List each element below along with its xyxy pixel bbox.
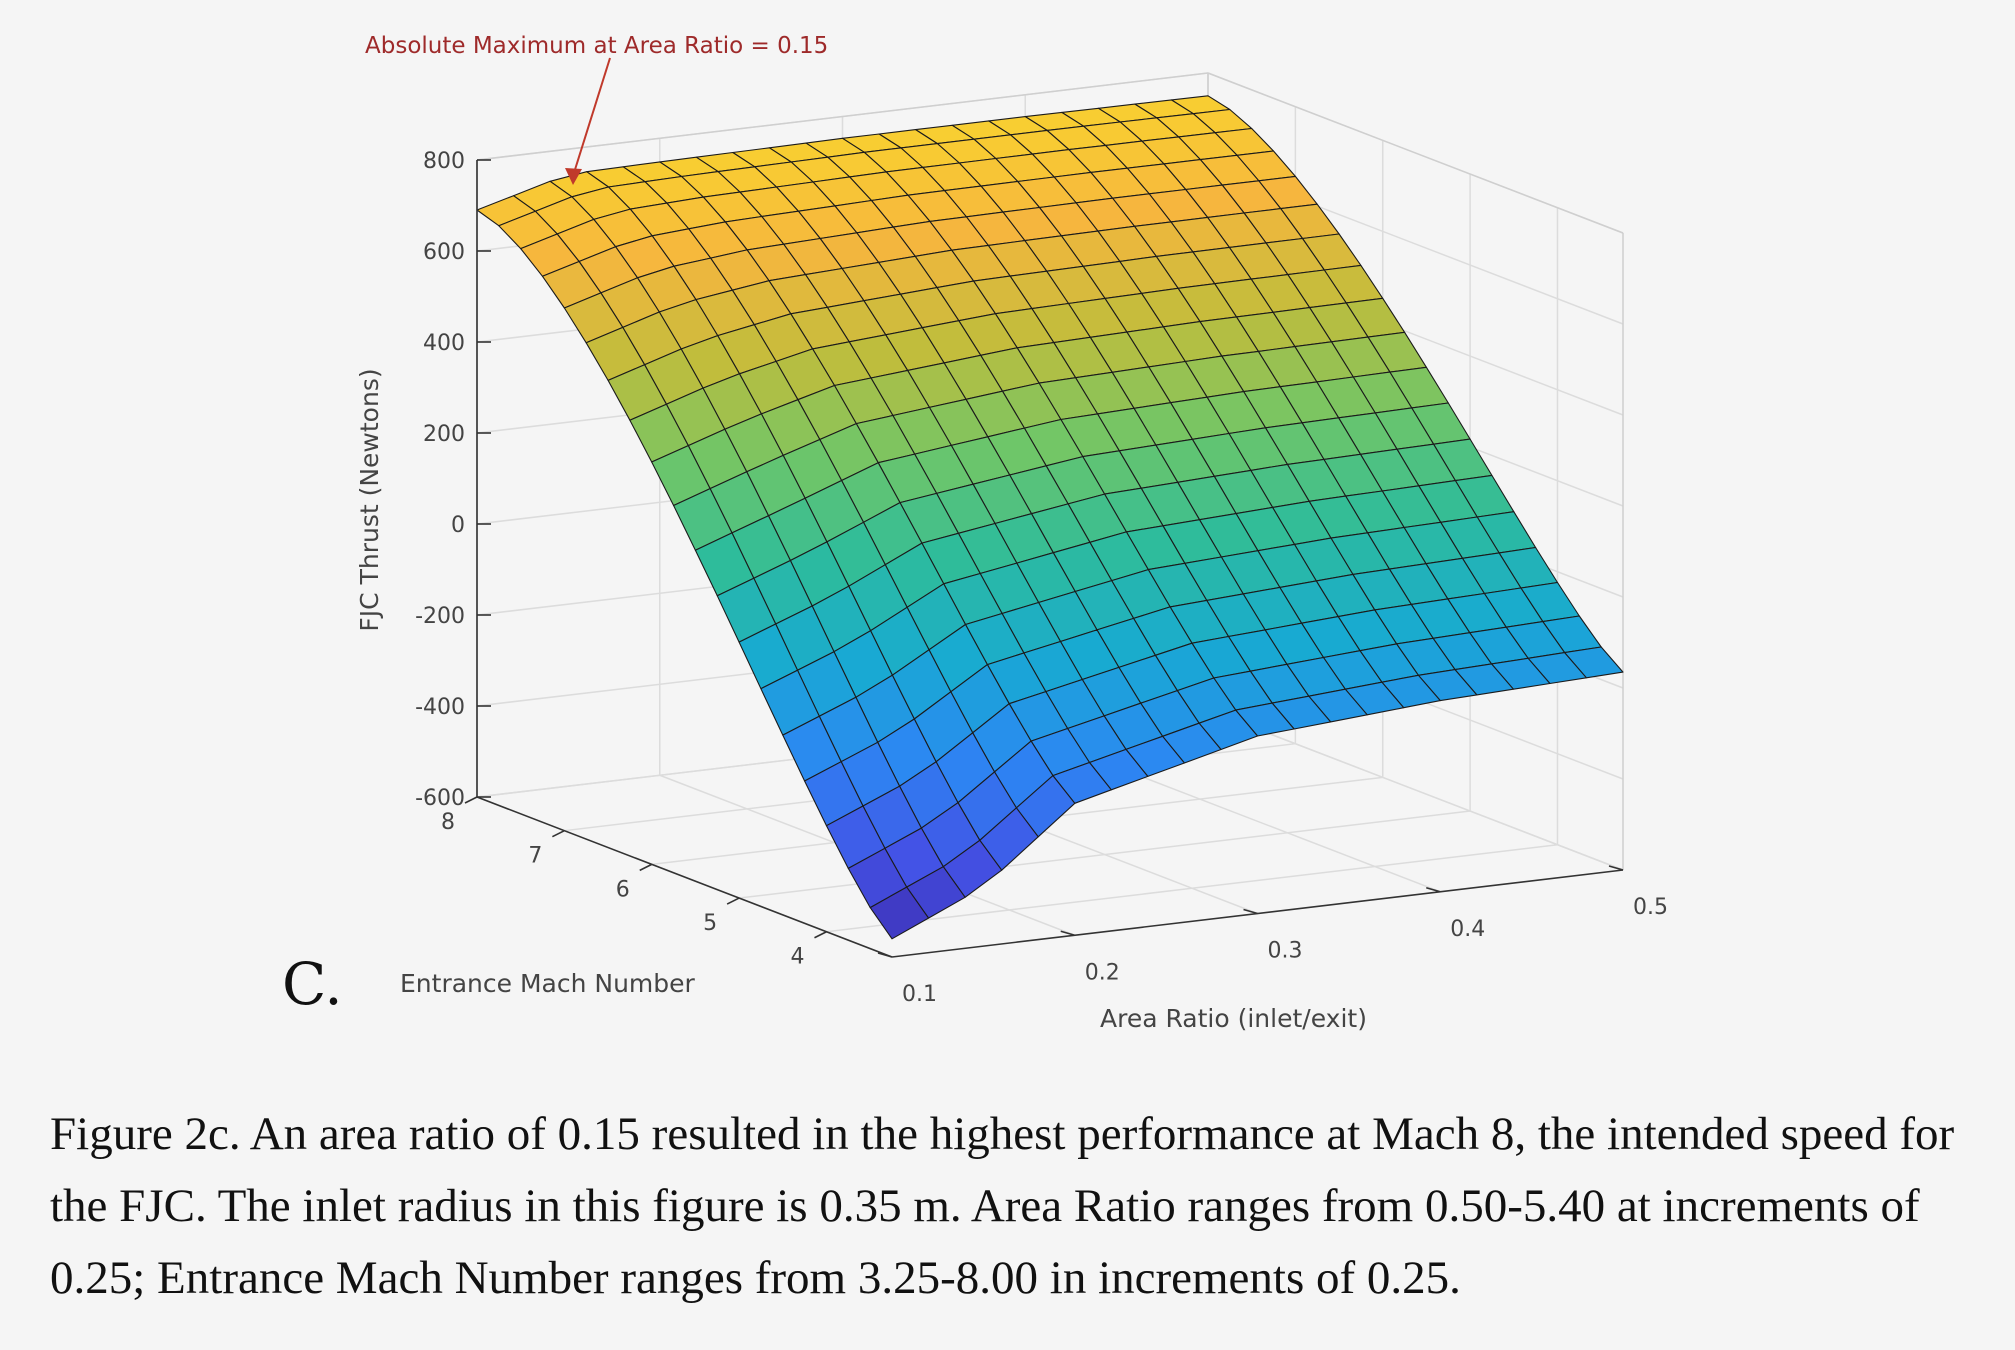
x-tick-label: 0.1 [902,982,937,1007]
annotation-text: Absolute Maximum at Area Ratio = 0.15 [365,33,828,59]
z-tick-label: -200 [415,604,465,629]
z-tick-label: 400 [423,331,465,356]
annotation-arrow-head [565,168,582,185]
y-tick-label: 8 [441,810,455,835]
z-axis-label: FJC Thrust (Newtons) [355,368,384,631]
z-tick-label: 200 [423,422,465,447]
y-tick-label: 7 [528,844,542,869]
annotation-group: Absolute Maximum at Area Ratio = 0.15 [365,33,828,185]
x-tick [1426,886,1441,893]
y-tick-label: 6 [616,877,630,902]
grid-line [476,72,1209,161]
z-tick-label: -600 [415,786,465,811]
x-tick [1243,908,1258,915]
x-tick-label: 0.4 [1450,917,1485,942]
surface-mesh [476,95,1624,940]
y-tick [552,829,565,838]
y-tick [639,863,653,872]
figure-caption: Figure 2c. An area ratio of 0.15 resulte… [50,1108,1955,1304]
x-tick [1060,930,1075,937]
z-tick-label: -400 [415,695,465,720]
grid-line [826,843,1558,933]
grid-line [1207,709,1624,871]
x-axis-label: Area Ratio (inlet/exit) [1100,1004,1367,1033]
panel-label: C. [282,950,343,1018]
y-axis-label: Entrance Mach Number [400,969,696,998]
z-tick-label: 0 [451,513,465,538]
z-tick-label: 800 [423,149,465,174]
x-tick [1608,865,1624,871]
y-tick [726,897,740,905]
grid-line [1207,72,1624,234]
z-tick-label: 600 [423,240,465,265]
y-tick [464,796,478,804]
x-tick-label: 0.5 [1633,895,1668,920]
y-tick [814,931,827,939]
x-tick [877,952,893,958]
y-tick-label: 5 [703,911,717,936]
x-tick-label: 0.2 [1085,960,1120,985]
x-tick-label: 0.3 [1268,939,1303,964]
surface-patch [869,886,930,940]
annotation-arrow-line [572,57,611,177]
y-tick-label: 4 [790,945,804,970]
y-axis-line [476,796,893,958]
